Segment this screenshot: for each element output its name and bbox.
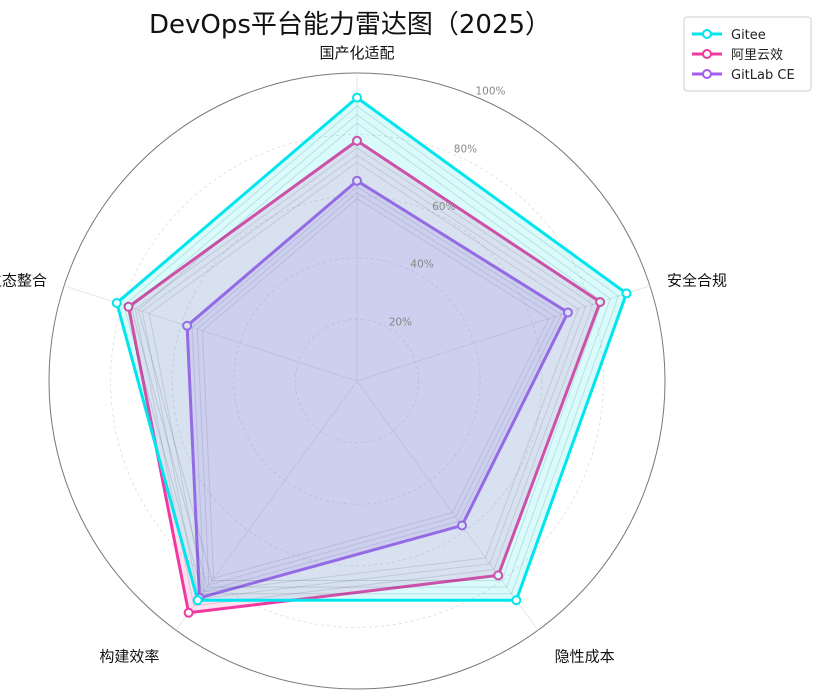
data-point (457, 520, 468, 531)
data-point (183, 607, 194, 618)
legend-label: 阿里云效 (731, 48, 783, 63)
data-point (511, 595, 522, 606)
radar-series (111, 92, 632, 618)
axis-label: 生态整合 (0, 271, 47, 289)
axis-label: 隐性成本 (555, 648, 615, 666)
spoke-line (175, 380, 358, 631)
series-shadow (196, 192, 556, 586)
legend: Gitee 阿里云效 GitLab CE (683, 16, 812, 92)
data-point (621, 288, 632, 299)
data-point (595, 297, 606, 308)
data-point (352, 135, 362, 146)
series-shadow (134, 147, 594, 607)
data-point (123, 301, 134, 312)
series-area (126, 138, 602, 615)
legend-item: GitLab CE (692, 68, 795, 83)
data-point (111, 297, 122, 308)
axis-label: 国产化适配 (319, 44, 394, 62)
series-shadow (141, 154, 587, 600)
series-shadow (123, 105, 620, 595)
tick-label: 40% (410, 259, 433, 271)
legend-marker (702, 49, 712, 59)
legend-label: Gitee (731, 28, 766, 43)
spoke-line (356, 380, 539, 631)
tick-label: 80% (454, 143, 477, 155)
data-point (562, 307, 573, 318)
series-Gitee (111, 92, 632, 606)
data-point (192, 595, 203, 606)
data-point (352, 92, 362, 103)
legend-item: Gitee (692, 28, 766, 43)
axis-label: 安全合规 (667, 271, 727, 289)
legend-marker (702, 29, 712, 39)
data-point (352, 175, 362, 186)
tick-label: 60% (432, 201, 455, 213)
series-shadow (191, 186, 563, 592)
axis-label: 构建效率 (99, 648, 159, 666)
series-area (185, 178, 570, 600)
legend-marker (702, 69, 712, 79)
data-point (493, 570, 504, 581)
tick-label: 20% (389, 316, 412, 328)
data-point (182, 320, 193, 331)
grid-ring-40 (233, 257, 481, 505)
series-area (115, 95, 629, 602)
series-shadow (137, 122, 603, 582)
legend-item: 阿里云效 (692, 48, 783, 63)
series-shadow (201, 198, 550, 579)
radial-tick-labels: 20% 40% 60% 80% 100% (389, 86, 506, 329)
series-阿里云效 (123, 135, 606, 618)
series-shadow (148, 161, 579, 593)
legend-label: GitLab CE (731, 68, 795, 83)
tick-label: 100% (476, 86, 506, 98)
series-GitLab CE (182, 175, 573, 603)
series-shadow (130, 114, 611, 588)
radar-grid (48, 72, 666, 690)
chart-title: DevOps平台能力雷达图（2025） (149, 10, 551, 40)
